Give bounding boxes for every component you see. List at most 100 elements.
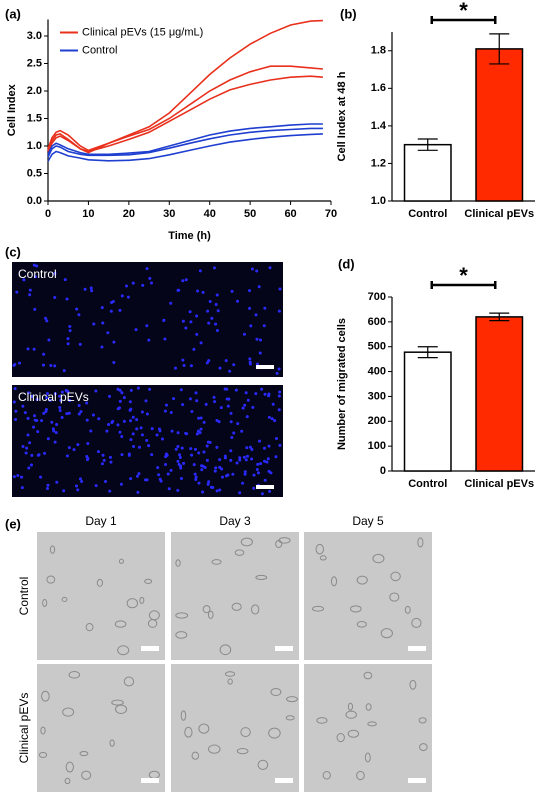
- y-tick-label: 1.8: [371, 45, 386, 57]
- nucleus: [277, 309, 281, 313]
- nucleus: [156, 466, 160, 470]
- nucleus: [35, 264, 39, 268]
- cell: [111, 699, 124, 706]
- nucleus: [231, 472, 235, 476]
- cell: [117, 645, 130, 656]
- nucleus: [190, 409, 194, 413]
- significance-bracket: [430, 281, 497, 289]
- nucleus: [194, 391, 198, 395]
- nucleus: [177, 462, 181, 466]
- nucleus: [22, 278, 26, 282]
- nucleus: [254, 392, 258, 396]
- cell: [286, 696, 298, 703]
- nucleus: [205, 444, 209, 448]
- nucleus: [229, 420, 233, 424]
- cell: [389, 592, 400, 602]
- cell: [65, 761, 74, 773]
- cell: [109, 739, 115, 747]
- nucleus: [215, 419, 219, 423]
- nucleus: [198, 431, 202, 435]
- cell: [330, 576, 338, 587]
- nucleus: [39, 475, 43, 479]
- annotation: *: [459, 263, 468, 288]
- nucleus: [179, 466, 183, 470]
- nucleus: [277, 408, 281, 412]
- nucleus: [97, 417, 101, 421]
- nucleus: [158, 429, 162, 433]
- nucleus: [228, 369, 232, 373]
- nucleus: [50, 420, 54, 424]
- nucleus: [49, 363, 53, 367]
- nucleus: [104, 480, 108, 484]
- nucleus: [14, 409, 18, 413]
- error-bar: [417, 346, 438, 359]
- nucleus: [36, 430, 40, 434]
- nucleus: [252, 486, 256, 490]
- image-label: Clinical pEVs: [18, 390, 89, 404]
- nucleus: [36, 453, 40, 457]
- nucleus: [43, 451, 47, 455]
- nucleus: [26, 416, 30, 420]
- nucleus: [163, 409, 167, 413]
- line: [47, 127, 323, 158]
- nucleus: [271, 402, 275, 406]
- y-tick-label: 200: [368, 415, 386, 427]
- nucleus: [119, 482, 123, 486]
- nucleus: [21, 404, 25, 408]
- nucleus: [105, 429, 109, 433]
- nucleus: [229, 411, 233, 415]
- nucleus: [193, 447, 197, 451]
- nucleus: [102, 458, 106, 462]
- nucleus: [62, 489, 66, 493]
- nucleus: [229, 449, 233, 453]
- nucleus: [65, 412, 69, 416]
- error-bar: [489, 33, 510, 65]
- nucleus: [77, 404, 81, 408]
- x-axis-label: Time (h): [168, 230, 211, 242]
- nucleus: [235, 461, 239, 465]
- nucleus: [181, 319, 185, 323]
- nucleus: [274, 455, 278, 459]
- nucleus: [212, 266, 216, 270]
- column-label: Day 5: [352, 514, 384, 528]
- nucleus: [16, 473, 20, 477]
- y-tick-label: 0.0: [27, 195, 42, 207]
- nucleus: [46, 437, 50, 441]
- nucleus: [128, 400, 132, 404]
- nucleus: [202, 450, 206, 454]
- x-tick-label: Control: [408, 478, 447, 490]
- nucleus: [210, 316, 214, 320]
- nucleus: [120, 391, 124, 395]
- cell: [349, 605, 362, 613]
- cell: [319, 555, 327, 561]
- cell: [46, 575, 56, 584]
- nucleus: [59, 398, 63, 402]
- scale-bar: [275, 646, 293, 651]
- nucleus: [92, 322, 96, 326]
- panel-label: (a): [5, 6, 21, 21]
- nucleus: [243, 403, 247, 407]
- nucleus: [139, 426, 143, 430]
- nucleus: [213, 400, 217, 404]
- nucleus: [238, 458, 242, 462]
- cell: [85, 623, 94, 632]
- y-axis-label: Cell Index at 48 h: [336, 71, 348, 161]
- nucleus: [199, 427, 203, 431]
- cell: [236, 748, 249, 755]
- y-axis-label: Number of migrated cells: [336, 318, 348, 450]
- nucleus: [218, 488, 222, 492]
- bar: [475, 48, 524, 202]
- nucleus: [263, 306, 267, 310]
- nucleus: [77, 313, 81, 317]
- cell: [40, 726, 46, 735]
- x-tick-label: 70: [325, 208, 337, 220]
- cell: [275, 539, 283, 548]
- cell: [224, 671, 236, 677]
- nucleus: [89, 429, 93, 433]
- x-tick-label: Clinical pEVs: [464, 478, 534, 490]
- y-tick-label: 1.4: [371, 120, 387, 132]
- y-tick-label: 1.0: [371, 195, 386, 207]
- nucleus: [147, 444, 151, 448]
- cell: [114, 620, 127, 628]
- nucleus: [136, 386, 140, 390]
